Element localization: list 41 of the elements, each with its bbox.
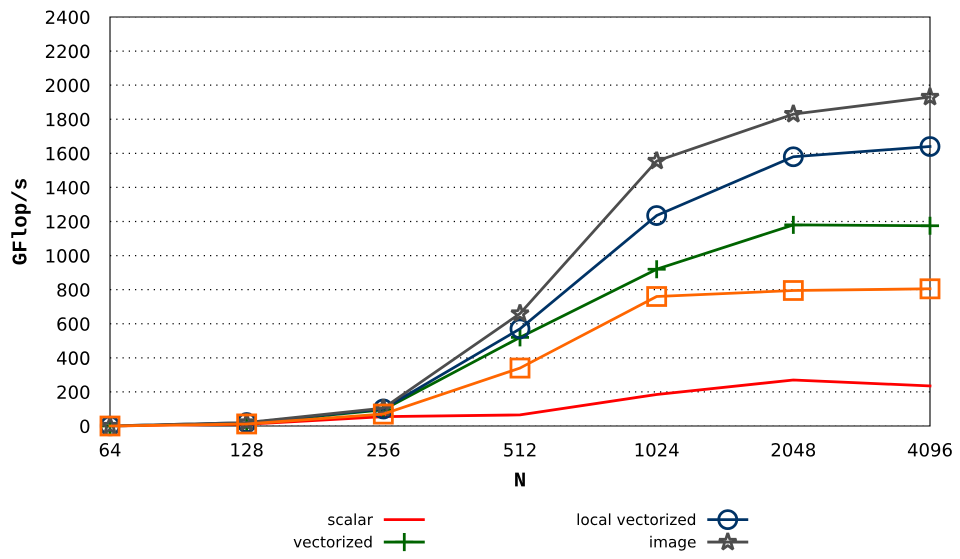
x-tick-label: 1024 bbox=[636, 442, 679, 457]
legend-label: local vectorized bbox=[578, 513, 696, 526]
point bbox=[782, 214, 804, 236]
x-tick-label: 512 bbox=[504, 442, 536, 457]
y-tick-label: 0 bbox=[80, 419, 90, 434]
point bbox=[646, 205, 668, 226]
point bbox=[783, 104, 804, 123]
legend-label: scalar bbox=[328, 513, 373, 526]
point bbox=[920, 215, 940, 236]
y-axis-title: GFlop/s bbox=[11, 179, 31, 264]
x-tick-label: 2048 bbox=[772, 442, 816, 457]
point bbox=[920, 278, 940, 300]
point bbox=[646, 258, 668, 280]
y-tick-label: 1600 bbox=[46, 146, 90, 160]
point bbox=[510, 358, 530, 378]
y-tick-label: 1800 bbox=[46, 112, 90, 126]
x-tick-label: 256 bbox=[367, 442, 400, 457]
y-tick-label: 200 bbox=[57, 385, 90, 400]
y-tick-label: 400 bbox=[56, 351, 90, 365]
y-tick-label: 1000 bbox=[46, 249, 90, 263]
x-tick-label: 64 bbox=[100, 442, 120, 457]
legend-label: vectorized bbox=[294, 536, 372, 548]
point bbox=[646, 150, 667, 170]
point bbox=[372, 404, 394, 424]
x-tick-label: 4096 bbox=[908, 442, 952, 457]
legend-label: image bbox=[650, 536, 696, 551]
point bbox=[510, 303, 530, 322]
y-tick-label: 800 bbox=[57, 283, 90, 297]
y-tick-label: 2200 bbox=[46, 44, 90, 58]
point bbox=[782, 146, 804, 168]
x-axis-title: N bbox=[515, 472, 525, 486]
point bbox=[920, 136, 940, 157]
y-tick-label: 1200 bbox=[46, 214, 90, 229]
y-tick-label: 2000 bbox=[46, 78, 90, 92]
y-tick-label: 1400 bbox=[46, 180, 90, 195]
y-tick-label: 600 bbox=[57, 317, 90, 331]
y-tick-label: 2400 bbox=[46, 10, 90, 24]
point bbox=[646, 286, 668, 307]
point bbox=[782, 280, 804, 301]
x-tick-label: 128 bbox=[231, 442, 263, 457]
point bbox=[920, 86, 940, 106]
